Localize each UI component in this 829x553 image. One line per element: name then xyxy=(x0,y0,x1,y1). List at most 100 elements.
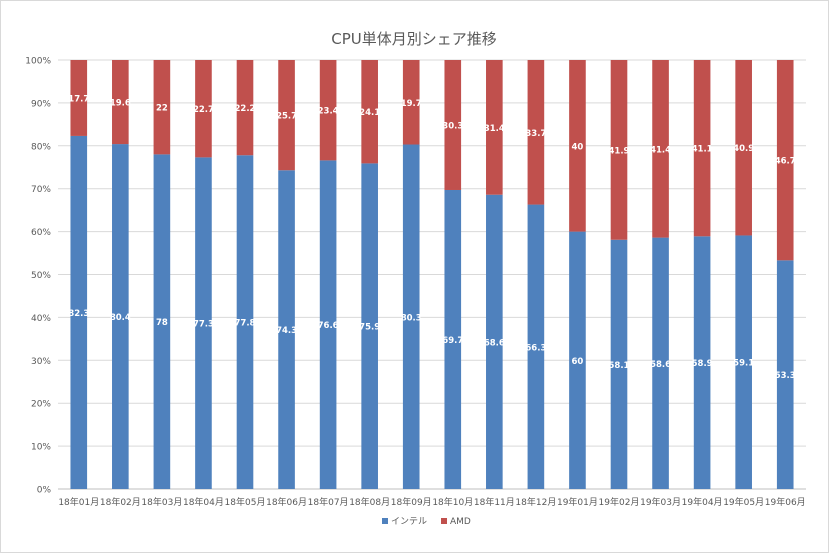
bar-intel xyxy=(735,235,752,489)
y-tick-label: 70% xyxy=(31,185,51,195)
bar-amd xyxy=(486,60,503,195)
y-tick-label: 0% xyxy=(37,486,52,496)
x-tick-label: 18年08月 xyxy=(349,496,390,508)
bar-intel xyxy=(236,155,254,489)
legend: インテル AMD xyxy=(382,516,471,527)
data-label: 24.1 xyxy=(359,108,380,118)
data-label: 78 xyxy=(156,318,168,328)
y-tick-label: 30% xyxy=(31,357,51,367)
bar-amd xyxy=(776,60,794,261)
data-label: 22 xyxy=(156,104,168,114)
bar-amd xyxy=(735,60,752,236)
data-label: 25.7 xyxy=(276,112,297,122)
legend-swatch-intel xyxy=(382,518,388,524)
x-tick-label: 18年05月 xyxy=(225,496,266,508)
data-label: 22.2 xyxy=(235,104,256,114)
data-label: 40 xyxy=(572,142,584,152)
data-label: 60 xyxy=(572,357,584,367)
bar-amd xyxy=(236,60,254,156)
bar-intel xyxy=(693,236,711,489)
x-tick-label: 18年04月 xyxy=(183,496,224,508)
bar-intel xyxy=(361,163,378,489)
data-label: 31.4 xyxy=(484,124,505,134)
data-label: 77.3 xyxy=(193,320,214,330)
data-label: 68.6 xyxy=(484,338,505,348)
gridlines xyxy=(58,59,806,490)
data-label: 76.6 xyxy=(318,321,339,331)
x-tick-label: 19年02月 xyxy=(599,496,640,508)
bar-intel xyxy=(195,157,212,489)
data-label: 58.6 xyxy=(650,360,671,370)
y-axis-ticks: 0% 10% 20% 30% 40% 50% 60% 70% 80% 90% 100% xyxy=(25,57,51,496)
bar-amd xyxy=(569,60,586,232)
y-tick-label: 10% xyxy=(31,443,51,453)
bar-intel xyxy=(444,189,462,489)
bar-intel xyxy=(278,170,295,490)
bar-amd xyxy=(402,60,420,145)
bar-intel xyxy=(70,135,88,490)
data-label: 53.3 xyxy=(775,371,796,381)
bar-amd xyxy=(527,60,545,205)
x-tick-label: 19年06月 xyxy=(765,496,806,508)
y-tick-label: 20% xyxy=(31,400,51,410)
bar-intel xyxy=(112,144,129,490)
x-tick-label: 18年06月 xyxy=(266,496,307,508)
data-label: 41.9 xyxy=(609,146,630,156)
x-tick-label: 18年07月 xyxy=(308,496,349,508)
x-tick-label: 18年03月 xyxy=(141,496,182,508)
y-tick-label: 100% xyxy=(25,57,51,67)
legend-label-amd: AMD xyxy=(450,517,471,527)
y-tick-label: 50% xyxy=(31,271,51,281)
data-label: 75.9 xyxy=(359,323,380,333)
bars xyxy=(70,60,794,490)
x-tick-label: 19年03月 xyxy=(640,496,681,508)
bar-intel xyxy=(486,194,503,489)
bar-amd xyxy=(610,60,628,240)
data-label: 66.3 xyxy=(525,343,546,353)
y-tick-label: 40% xyxy=(31,314,51,324)
bar-amd xyxy=(195,60,212,158)
bar-intel xyxy=(527,204,545,489)
bar-amd xyxy=(361,60,378,164)
legend-label-intel: インテル xyxy=(391,516,427,527)
data-label: 80.4 xyxy=(110,313,131,323)
x-tick-label: 19年05月 xyxy=(723,496,764,508)
bar-amd xyxy=(652,60,669,238)
data-labels: 82.3 17.7 80.4 19.6 78 22 77.3 22.7 77.8 22.2 74.3… xyxy=(68,94,796,381)
data-label: 82.3 xyxy=(68,309,89,319)
data-label: 58.1 xyxy=(609,361,630,371)
bar-intel xyxy=(569,231,586,489)
data-label: 41.4 xyxy=(650,145,671,155)
bar-intel xyxy=(153,154,171,489)
x-tick-label: 18年02月 xyxy=(100,496,141,508)
x-tick-label: 18年11月 xyxy=(474,496,515,508)
data-label: 46.7 xyxy=(775,157,796,167)
x-tick-label: 18年10月 xyxy=(432,496,473,508)
x-tick-label: 18年12月 xyxy=(515,496,556,508)
data-label: 33.7 xyxy=(525,129,546,139)
bar-amd xyxy=(319,60,337,161)
x-tick-label: 18年01月 xyxy=(58,496,99,508)
data-label: 59.1 xyxy=(733,359,754,369)
data-label: 19.6 xyxy=(110,99,131,109)
data-label: 77.8 xyxy=(235,319,256,329)
bar-intel xyxy=(402,144,420,489)
data-label: 58.9 xyxy=(692,359,713,369)
bar-intel xyxy=(319,160,337,490)
legend-swatch-amd xyxy=(441,518,447,524)
bar-amd xyxy=(153,60,171,155)
x-tick-label: 19年04月 xyxy=(682,496,723,508)
bar-intel xyxy=(610,239,628,489)
bar-amd xyxy=(444,60,462,190)
y-tick-label: 60% xyxy=(31,228,51,238)
bar-amd xyxy=(112,60,129,145)
y-tick-label: 90% xyxy=(31,99,51,109)
x-axis-ticks: 18年01月 18年02月 18年03月 18年04月 18年05月 18年06月 18年0… xyxy=(58,496,805,508)
bar-intel xyxy=(652,237,669,489)
y-tick-label: 80% xyxy=(31,142,51,152)
data-label: 41.1 xyxy=(692,145,713,155)
x-tick-label: 18年09月 xyxy=(391,496,432,508)
data-label: 23.4 xyxy=(318,107,339,117)
data-label: 30.3 xyxy=(442,121,463,131)
